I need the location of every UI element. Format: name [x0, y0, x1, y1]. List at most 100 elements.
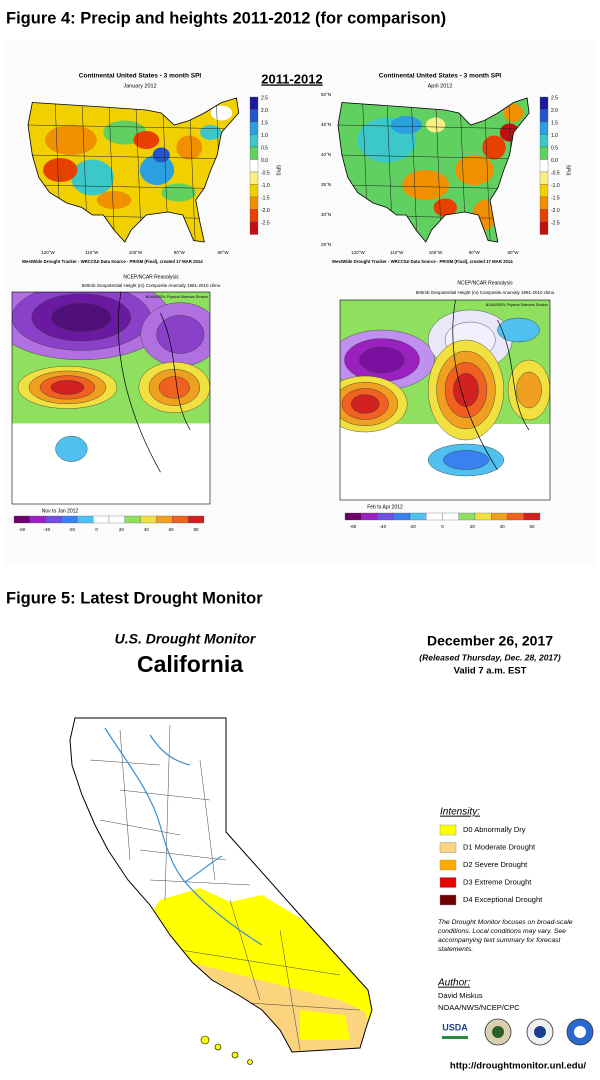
colorbar-tick: 0.5 — [551, 145, 558, 151]
colorbar-tick: 0.0 — [261, 158, 268, 164]
colorbar-tick: 0 — [95, 527, 98, 532]
lat-label: 35°N — [321, 182, 331, 187]
county-line — [119, 789, 211, 801]
map-subtitle: 500mb Geopotential Height (m) Composite … — [82, 283, 221, 288]
lon-label: 80°W — [217, 250, 229, 255]
coastline — [452, 300, 530, 471]
colorbar-cell — [249, 209, 259, 223]
colorbar-tick: -60 — [19, 527, 26, 532]
map-credit: WestWide Drought Tracker - WRCC/UI Data … — [22, 259, 203, 264]
colorbar-tick: 0 — [441, 524, 444, 529]
map-source: NCEP/NCAR Reanalysis — [457, 280, 513, 286]
colorbar-tick: 40 — [500, 524, 506, 529]
state-line — [338, 154, 530, 160]
colorbar-tick: -2.0 — [261, 208, 270, 214]
map-period: Nov to Jan 2012 — [42, 508, 79, 514]
map-month: April 2012 — [428, 83, 453, 89]
colorbar-tick: -1.0 — [551, 183, 560, 189]
colorbar-label: SPI3 — [565, 165, 571, 176]
map-source: NCEP/NCAR Reanalysis — [123, 274, 179, 280]
legend-swatch — [439, 842, 457, 853]
source-url: http://droughtmonitor.unl.edu/ — [450, 1061, 586, 1072]
valid-time: Valid 7 a.m. EST — [454, 666, 527, 677]
product-title: U.S. Drought Monitor — [115, 631, 257, 647]
colorbar-cell — [249, 121, 259, 135]
lon-label: 80°W — [507, 250, 519, 255]
colorbar-tick: 20 — [119, 527, 125, 532]
spi-patch — [96, 191, 132, 209]
island — [200, 1035, 210, 1045]
lat-label: 50°N — [321, 92, 331, 97]
colorbar-tick: -2.5 — [261, 220, 270, 226]
colorbar-tick: -40 — [380, 524, 387, 529]
colorbar-cell — [361, 512, 378, 521]
anomaly-contour — [50, 380, 85, 395]
county-line — [139, 849, 227, 861]
colorbar-tick: 0.5 — [261, 145, 268, 151]
county-line — [179, 949, 341, 976]
map-title: Continental United States - 3 month SPI — [79, 73, 202, 80]
colorbar-tick: 2.5 — [551, 95, 558, 101]
colorbar-cell — [249, 96, 259, 110]
author-name: David Miskus — [438, 991, 483, 1000]
state-line — [28, 154, 239, 160]
period-label: 2011-2012 — [261, 71, 322, 86]
colorbar-cell — [93, 515, 110, 524]
colorbar-cell — [249, 221, 259, 235]
colorbar-cell — [108, 515, 125, 524]
colorbar-tick: 0.0 — [551, 158, 558, 164]
state-line — [135, 98, 142, 242]
colorbar-cell — [474, 512, 492, 521]
logo-seal-inner — [534, 1026, 546, 1038]
spi-map — [28, 98, 239, 242]
note-line: statements. — [438, 946, 473, 953]
colorbar-cell — [61, 515, 78, 524]
map-band — [12, 423, 210, 504]
lon-label: 120°W — [41, 250, 55, 255]
county-line — [164, 724, 171, 901]
spi-patch — [402, 170, 450, 200]
lat-label: 45°N — [321, 122, 331, 127]
note-line: The Drought Monitor focuses on broad-sca… — [438, 919, 573, 926]
colorbar-cell — [539, 109, 549, 123]
height-map — [340, 300, 550, 500]
spi-patch — [455, 155, 494, 185]
colorbar-tick: -2.0 — [551, 208, 560, 214]
county-line — [199, 759, 216, 881]
spi-patch — [45, 125, 97, 155]
colorbar-tick: 2.5 — [261, 95, 268, 101]
anomaly-contour — [443, 450, 489, 470]
colorbar-cell — [539, 134, 549, 148]
colorbar-cell — [249, 134, 259, 148]
county-line — [119, 729, 131, 861]
legend-label: D0 Abnormally Dry — [463, 825, 526, 834]
map-division: NOAA/ESRL Physical Sciences Division — [146, 295, 208, 299]
colorbar-tick: 2.0 — [551, 108, 558, 114]
colorbar-cell — [45, 515, 62, 524]
colorbar-cell — [172, 515, 189, 524]
colorbar-tick: -1.5 — [261, 195, 270, 201]
state-line — [338, 124, 530, 130]
colorbar-cell — [393, 512, 411, 521]
colorbar-cell — [539, 221, 549, 235]
author-agency: NOAA/NWS/NCEP/CPC — [438, 1003, 520, 1012]
colorbar-tick: 1.0 — [551, 133, 558, 139]
spi-patch — [433, 198, 457, 217]
california-map — [70, 718, 372, 1052]
anomaly-contour — [51, 303, 112, 332]
colorbar-cell — [539, 209, 549, 223]
colorbar-tick: -2.5 — [551, 220, 560, 226]
state-line — [108, 98, 115, 242]
release-date: (Released Thursday, Dec. 28, 2017) — [419, 652, 561, 662]
map-date: December 26, 2017 — [427, 633, 553, 649]
colorbar-cell — [156, 515, 173, 524]
map-division: NOAA/ESRL Physical Sciences Division — [486, 303, 548, 307]
coastline — [118, 292, 191, 473]
colorbar-cell — [491, 512, 508, 521]
lon-label: 90°W — [469, 250, 481, 255]
anomaly-contour — [497, 317, 540, 343]
county-line — [149, 879, 251, 886]
county-line — [229, 899, 261, 1001]
